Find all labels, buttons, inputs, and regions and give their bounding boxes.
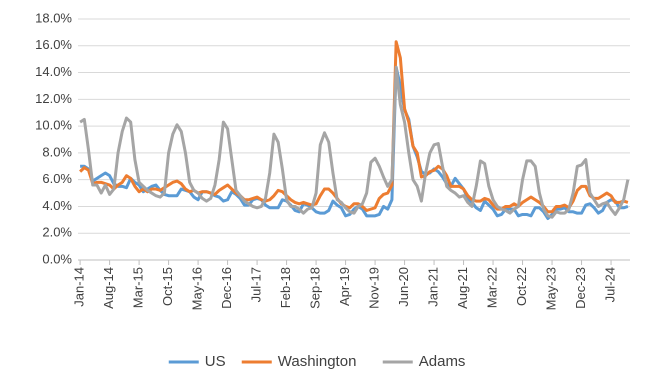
legend-label: US bbox=[205, 353, 226, 370]
series-line bbox=[79, 40, 629, 214]
x-tick-label: May-23 bbox=[543, 267, 558, 310]
y-tick-label: 0.0% bbox=[42, 251, 72, 266]
x-tick-label: Jul-24 bbox=[602, 267, 617, 302]
x-tick-label: Nov-19 bbox=[367, 267, 382, 309]
x-tick-label: Mar-22 bbox=[484, 267, 499, 308]
y-tick-label: 18.0% bbox=[35, 10, 72, 25]
x-tick-label: Dec-16 bbox=[219, 267, 234, 309]
x-tick-label: Dec-23 bbox=[573, 267, 588, 309]
y-tick-label: 2.0% bbox=[42, 225, 72, 240]
x-tick-label: Jul-17 bbox=[249, 267, 264, 302]
x-tick-label: Jan-14 bbox=[72, 267, 87, 307]
x-tick-label: Jan-21 bbox=[425, 267, 440, 307]
y-tick-label: 6.0% bbox=[42, 171, 72, 186]
y-tick-label: 14.0% bbox=[35, 64, 72, 79]
x-tick-label: May-16 bbox=[190, 267, 205, 310]
x-tick-label: Aug-14 bbox=[101, 267, 116, 309]
x-tick-label: Mar-15 bbox=[131, 267, 146, 308]
series-line bbox=[79, 65, 630, 219]
x-tick-label: Sep-18 bbox=[308, 267, 323, 309]
legend-label: Adams bbox=[419, 353, 466, 370]
x-tick-label: Feb-18 bbox=[278, 267, 293, 308]
y-tick-label: 8.0% bbox=[42, 144, 72, 159]
y-tick-label: 12.0% bbox=[35, 91, 72, 106]
y-tick-label: 16.0% bbox=[35, 37, 72, 52]
legend-label: Washington bbox=[278, 353, 357, 370]
x-tick-label: Oct-15 bbox=[160, 267, 175, 306]
y-tick-label: 10.0% bbox=[35, 118, 72, 133]
series-line bbox=[80, 65, 629, 220]
x-tick-label: Aug-21 bbox=[455, 267, 470, 309]
x-tick-label: Apr-19 bbox=[337, 267, 352, 306]
x-tick-label: Jun-20 bbox=[396, 267, 411, 307]
x-tick-label: Oct-22 bbox=[514, 267, 529, 306]
y-tick-label: 4.0% bbox=[42, 198, 72, 213]
